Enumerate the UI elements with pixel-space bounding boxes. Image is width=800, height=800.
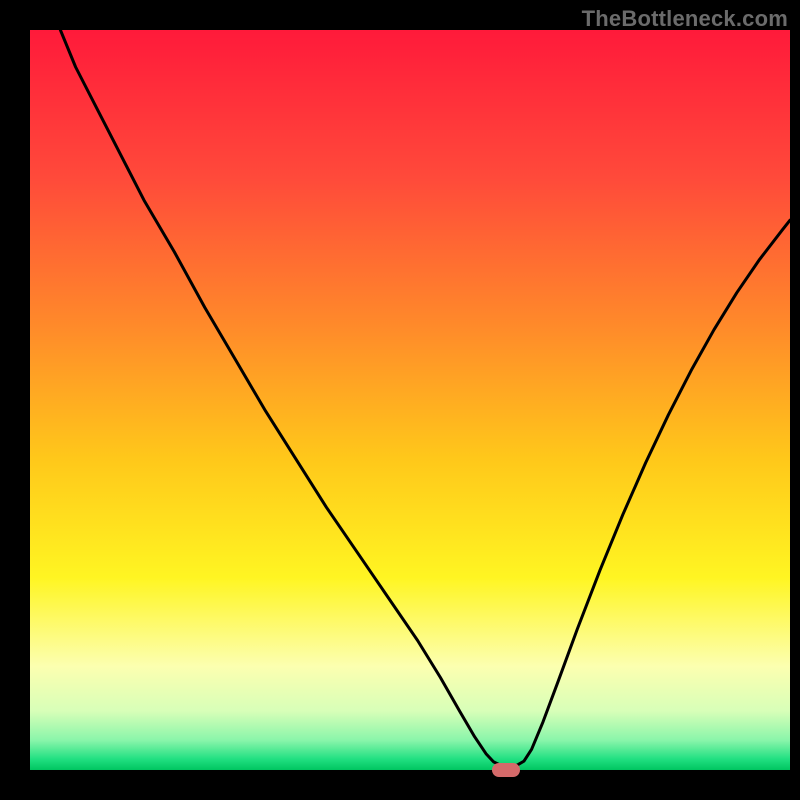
bottleneck-curve bbox=[30, 30, 790, 770]
chart-frame: TheBottleneck.com bbox=[0, 0, 800, 800]
watermark-text: TheBottleneck.com bbox=[582, 6, 788, 32]
plot-area bbox=[30, 30, 790, 770]
optimal-point-marker bbox=[492, 763, 520, 777]
